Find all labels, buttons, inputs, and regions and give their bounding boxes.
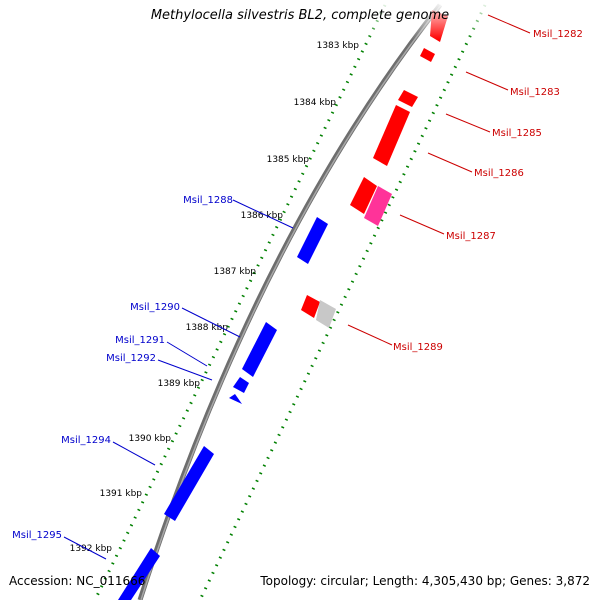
gene-label-msil-1294[interactable]: Msil_1294 xyxy=(61,435,111,446)
gene-label-msil-1282[interactable]: Msil_1282 xyxy=(533,29,583,40)
leader-line-msil-1292 xyxy=(157,359,213,381)
gene-label-msil-1285[interactable]: Msil_1285 xyxy=(492,128,542,139)
genome-backbone-highlight xyxy=(140,4,442,600)
leader-line-msil-1287 xyxy=(399,214,445,235)
leader-line-msil-1289 xyxy=(347,324,393,346)
kbp-tick-label: 1385 kbp xyxy=(267,155,310,165)
kbp-tick-label: 1388 kbp xyxy=(186,323,229,333)
gene-label-msil-1283[interactable]: Msil_1283 xyxy=(510,87,560,98)
gene-msil-1288[interactable] xyxy=(297,217,328,264)
kbp-tick-label: 1383 kbp xyxy=(317,41,360,51)
gene-msil-1285[interactable] xyxy=(398,90,418,107)
genome-backbone xyxy=(137,3,442,600)
leader-line-msil-1290 xyxy=(181,307,241,338)
gene-msil-1287a[interactable] xyxy=(350,177,377,214)
leader-line-msil-1294 xyxy=(112,441,156,466)
leader-line-msil-1291 xyxy=(166,341,208,367)
gene-msil-1294[interactable] xyxy=(164,446,214,521)
accession-text: Accession: NC_011666 xyxy=(9,574,146,588)
gene-label-msil-1295[interactable]: Msil_1295 xyxy=(12,530,62,541)
gene-msil-1283[interactable] xyxy=(420,48,435,62)
gene-msil-1287[interactable] xyxy=(364,186,392,226)
kbp-tick-label: 1391 kbp xyxy=(100,489,143,499)
gene-label-msil-1291[interactable]: Msil_1291 xyxy=(115,335,165,346)
genome-title: Methylocella silvestris BL2, complete ge… xyxy=(150,8,450,23)
kbp-tick-label: 1384 kbp xyxy=(294,98,337,108)
leader-line-msil-1288 xyxy=(232,199,294,229)
leader-line-msil-1286 xyxy=(427,152,473,173)
gene-msil-1286[interactable] xyxy=(373,105,410,166)
gene-label-msil-1287[interactable]: Msil_1287 xyxy=(446,231,496,242)
leader-line-msil-1285 xyxy=(445,113,491,133)
gene-msil-1292[interactable] xyxy=(229,394,242,404)
kbp-tick-label: 1389 kbp xyxy=(158,379,201,389)
leader-line-msil-1283 xyxy=(465,71,509,91)
gene-label-msil-1288[interactable]: Msil_1288 xyxy=(183,195,233,206)
kbp-tick-label: 1392 kbp xyxy=(70,544,113,554)
genome-summary-text: Topology: circular; Length: 4,305,430 bp… xyxy=(260,574,590,588)
kbp-tick-label: 1386 kbp xyxy=(241,211,284,221)
gene-msil-1290[interactable] xyxy=(242,322,277,377)
gene-label-msil-1289[interactable]: Msil_1289 xyxy=(393,342,443,353)
kbp-tick-label: 1390 kbp xyxy=(129,434,172,444)
leader-line-msil-1282 xyxy=(487,14,531,34)
gene-msil-1291[interactable] xyxy=(233,377,249,393)
gene-label-msil-1292[interactable]: Msil_1292 xyxy=(106,353,156,364)
leader-line-msil-1295 xyxy=(63,536,107,560)
gene-msil-1289a[interactable] xyxy=(301,295,320,318)
gene-label-msil-1286[interactable]: Msil_1286 xyxy=(474,168,524,179)
kbp-tick-label: 1387 kbp xyxy=(214,267,257,277)
outer-ruler-dots xyxy=(198,4,487,600)
gene-msil-1295[interactable] xyxy=(118,548,160,600)
gene-label-msil-1290[interactable]: Msil_1290 xyxy=(130,302,180,313)
gene-msil-1289[interactable] xyxy=(316,300,336,328)
